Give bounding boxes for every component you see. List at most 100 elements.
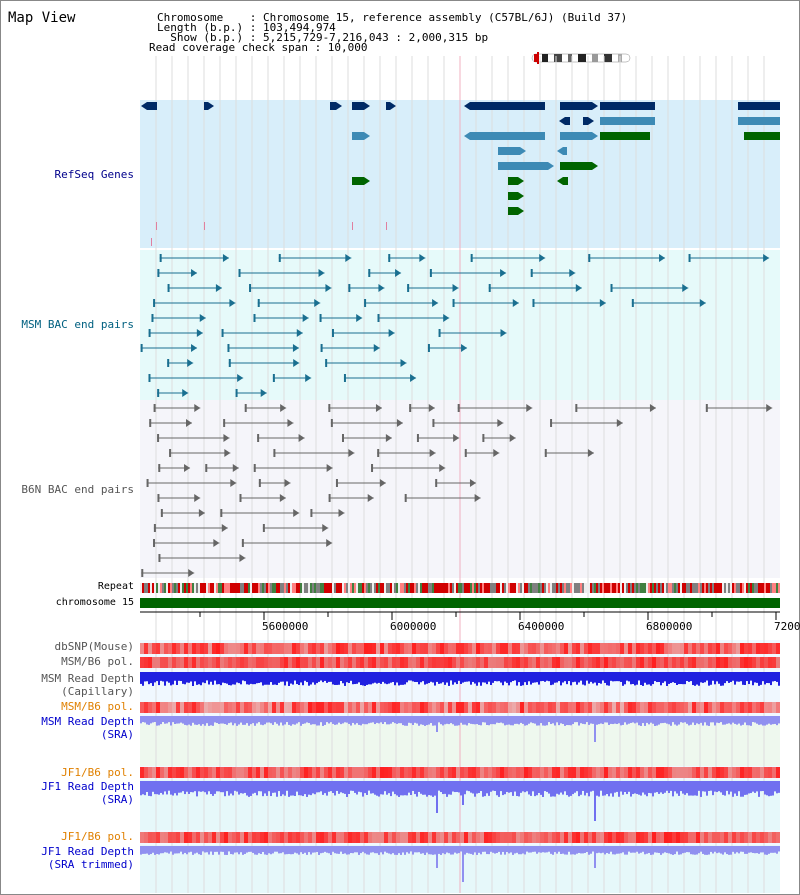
msm-capillary-depth-bar xyxy=(270,672,272,683)
repeat-block xyxy=(178,583,180,593)
jf1-trim-depth-bar xyxy=(646,846,648,854)
msm-bac-pair-arrow xyxy=(461,344,468,352)
dbsnp-heat xyxy=(436,643,440,654)
repeat-block xyxy=(582,583,584,593)
jf1-sra-depth-bar xyxy=(162,781,164,795)
jf1-b6-pol-heat xyxy=(560,767,564,778)
jf1-trim-depth-bar xyxy=(688,846,690,853)
msm-sra-depth-bar xyxy=(320,716,322,723)
jf1-sra-depth-bar xyxy=(670,781,672,791)
jf1-b6-pol-heat xyxy=(616,767,620,778)
jf1-sra-depth-bar xyxy=(334,781,336,796)
msm-capillary-depth-bar xyxy=(400,672,402,685)
repeat-block xyxy=(396,583,398,593)
dbsnp-heat xyxy=(676,643,680,654)
repeat-block xyxy=(554,583,556,593)
dbsnp-heat xyxy=(308,643,312,654)
msm-sra-depth-bar xyxy=(254,716,256,726)
refseq-gene xyxy=(583,117,588,125)
msm-capillary-depth-bar xyxy=(366,672,368,685)
dbsnp-heat xyxy=(488,643,492,654)
msm-sra-depth-bar xyxy=(410,716,412,724)
jf1-trim-depth-bar xyxy=(758,846,760,854)
msm-b6-pol-heat-2 xyxy=(248,702,252,713)
msm-sra-depth-bar xyxy=(722,716,724,725)
dbsnp-heat xyxy=(280,643,284,654)
msm-capillary-depth-bar xyxy=(564,672,566,682)
jf1-sra-depth-bar xyxy=(198,781,200,792)
msm-sra-depth-bar xyxy=(208,716,210,726)
msm-b6-pol-heat xyxy=(304,657,308,668)
jf1-trim-depth-bar xyxy=(252,846,254,853)
msm-b6-pol-heat xyxy=(544,657,548,668)
msm-bac-pair-end xyxy=(221,329,224,337)
jf1-sra-depth-bar xyxy=(606,781,608,795)
msm-sra-depth-bar xyxy=(226,716,228,725)
jf1-trim-depth-bar xyxy=(652,846,654,855)
jf1-trim-depth-bar xyxy=(372,846,374,853)
msm-capillary-depth-bar xyxy=(662,672,664,683)
jf1-trim-depth-bar xyxy=(510,846,512,853)
jf1-sra-depth-bar xyxy=(344,781,346,794)
msm-b6-pol-heat-2 xyxy=(664,702,668,713)
dbsnp-heat xyxy=(572,643,576,654)
jf1-sra-depth-bar xyxy=(546,781,548,792)
jf1-trim-depth-bar xyxy=(650,846,652,855)
repeat-block xyxy=(540,583,542,593)
repeat-block xyxy=(636,583,638,593)
jf1-sra-depth-bar xyxy=(288,781,290,797)
msm-sra-depth-bar xyxy=(416,716,418,724)
msm-sra-depth-bar xyxy=(614,716,616,724)
msm-capillary-depth-bar xyxy=(766,672,768,684)
jf1-trim-depth-bar xyxy=(480,846,482,855)
msm-capillary-depth-bar xyxy=(686,672,688,681)
jf1-trim-depth-bar xyxy=(292,846,294,855)
msm-b6-pol-heat xyxy=(740,657,744,668)
msm-capillary-depth-bar xyxy=(756,672,758,683)
jf1-sra-depth-bar xyxy=(190,781,192,793)
msm-b6-pol-heat xyxy=(320,657,324,668)
msm-capillary-depth-bar xyxy=(184,672,186,685)
dbsnp-heat xyxy=(504,643,508,654)
msm-sra-depth-bar xyxy=(334,716,336,725)
jf1-b6-pol-heat xyxy=(632,767,636,778)
msm-b6-pol-heat-2 xyxy=(188,702,192,713)
repeat-block xyxy=(512,583,514,593)
jf1-b6-pol-heat-2 xyxy=(564,832,568,843)
jf1-trim-depth-bar xyxy=(196,846,198,853)
b6n-bac-pair-end xyxy=(330,419,333,427)
jf1-trim-depth-bar xyxy=(694,846,696,855)
msm-bac-pair-end xyxy=(167,284,170,292)
msm-sra-depth-bar xyxy=(646,716,648,723)
msm-capillary-depth-bar xyxy=(142,672,144,686)
jf1-sra-depth-bar xyxy=(692,781,694,796)
jf1-b6-pol-heat xyxy=(256,767,260,778)
refseq-marker xyxy=(204,222,205,230)
dbsnp-heat xyxy=(748,643,752,654)
jf1-sra-depth-bar xyxy=(736,781,738,796)
jf1-trim-depth-bar xyxy=(504,846,506,855)
jf1-trim-depth-bar xyxy=(366,846,368,855)
msm-b6-pol-heat-2 xyxy=(496,702,500,713)
msm-b6-pol-label-1: MSM/B6 pol. xyxy=(61,655,134,668)
msm-bac-pair-arrow xyxy=(400,359,407,367)
msm-capillary-depth-bar xyxy=(316,672,318,684)
jf1-sra-depth-bar xyxy=(588,781,590,797)
msm-b6-pol-heat-2 xyxy=(152,702,156,713)
msm-capillary-depth-bar xyxy=(514,672,516,681)
jf1-sra-depth-bar xyxy=(332,781,334,794)
b6n-bac-pair-arrow xyxy=(239,554,246,562)
dbsnp-heat xyxy=(152,643,156,654)
jf1-sra-depth-bar xyxy=(280,781,282,797)
msm-capillary-depth-bar xyxy=(222,672,224,683)
msm-sra-depth-bar xyxy=(548,716,550,723)
msm-capillary-depth-bar xyxy=(440,672,442,684)
msm-capillary-depth-bar xyxy=(234,672,236,685)
repeat-block xyxy=(746,583,748,593)
jf1-trim-depth-bar xyxy=(446,846,448,853)
repeat-block xyxy=(286,583,288,593)
dbsnp-heat xyxy=(288,643,292,654)
jf1-b6-pol-heat xyxy=(480,767,484,778)
jf1-sra-depth-bar xyxy=(186,781,188,792)
